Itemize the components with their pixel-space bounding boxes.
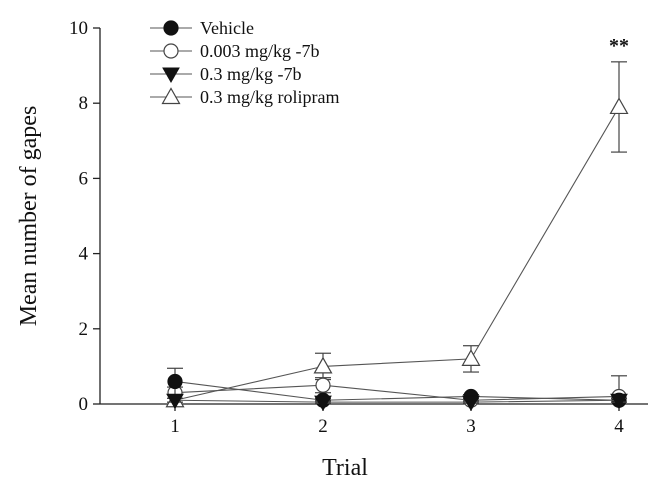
- axes: [99, 28, 648, 405]
- y-tick-label: 4: [79, 244, 89, 265]
- series-line: [174, 380, 620, 401]
- legend-item: 0.003 mg/kg -7b: [150, 41, 320, 61]
- series-3: [165, 61, 629, 408]
- legend-label: 0.3 mg/kg rolipram: [200, 87, 339, 107]
- data-point: [313, 356, 333, 374]
- y-tick-label: 8: [79, 93, 89, 114]
- legend-label: 0.3 mg/kg -7b: [200, 64, 302, 84]
- legend-marker: [163, 43, 179, 59]
- x-tick-label: 1: [170, 416, 180, 437]
- significance-annotation: **: [609, 35, 629, 57]
- data-point: [462, 395, 480, 412]
- legend-label: 0.003 mg/kg -7b: [200, 41, 320, 61]
- data-point: [461, 349, 481, 366]
- legend-marker: [163, 20, 179, 36]
- x-tick-label: 2: [318, 416, 328, 437]
- data-point: [315, 377, 331, 393]
- y-tick-label: 0: [79, 394, 89, 415]
- x-axis-title: Trial: [322, 455, 368, 481]
- x-ticks: 1 2 3 4: [170, 404, 624, 437]
- y-tick-label: 2: [79, 319, 89, 340]
- data-point: [314, 395, 332, 412]
- data-point: [167, 373, 183, 390]
- legend-label: Vehicle: [200, 18, 254, 38]
- legend-item: Vehicle: [150, 18, 254, 38]
- legend-item: 0.3 mg/kg rolipram: [150, 87, 339, 107]
- data-point: [609, 97, 629, 115]
- series-line: [174, 106, 620, 401]
- plot-area: **: [165, 35, 629, 412]
- legend-marker: [162, 67, 180, 84]
- y-axis-title: Mean number of gapes: [16, 106, 42, 327]
- y-tick-label: 10: [69, 18, 88, 39]
- series-2: [166, 393, 628, 412]
- legend-marker: [161, 87, 181, 105]
- data-point: [610, 393, 628, 410]
- data-point: [166, 393, 184, 410]
- legend-item: 0.3 mg/kg -7b: [150, 64, 302, 84]
- y-tick-label: 6: [79, 168, 89, 189]
- legend: Vehicle 0.003 mg/kg -7b 0.3 mg/kg -7b 0.3 m…: [150, 18, 339, 107]
- series-line: [174, 399, 620, 403]
- x-tick-label: 4: [614, 416, 624, 437]
- y-ticks: 0 2 4 6 8 10: [69, 18, 100, 415]
- x-tick-label: 3: [466, 416, 476, 437]
